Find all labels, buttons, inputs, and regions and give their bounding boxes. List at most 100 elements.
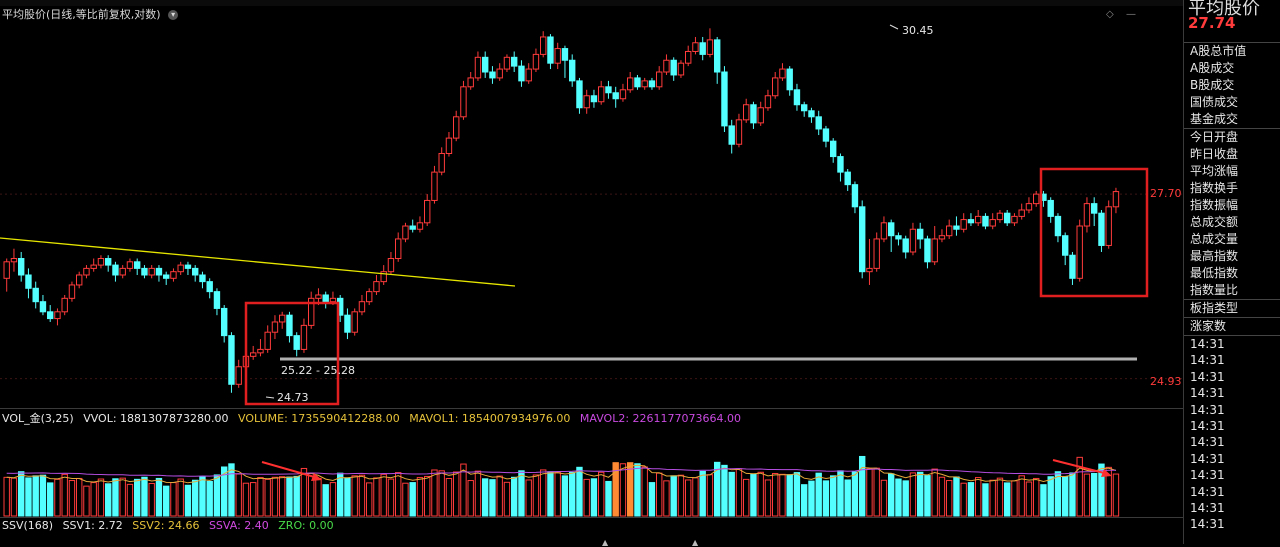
candle-body <box>271 321 279 333</box>
candle-body <box>569 59 576 82</box>
volume-bar <box>1062 475 1069 517</box>
ssv2-value: SSV2: 24.66 <box>132 519 200 532</box>
candle-body <box>1033 193 1040 205</box>
volume-bar <box>112 478 119 517</box>
candle-body <box>47 311 54 320</box>
volume-bar <box>1083 473 1091 517</box>
volume-bar <box>909 472 917 517</box>
volume-bar <box>917 471 924 517</box>
candle-body <box>1112 191 1120 208</box>
volume-bar <box>576 466 583 517</box>
panel-time-value: 14:31 <box>1190 386 1225 401</box>
candle-body <box>453 116 460 139</box>
mavol1-value: MAVOL1: 1854007934976.00 <box>409 412 571 425</box>
volume-bar <box>264 478 271 517</box>
low-marker-line <box>265 396 275 399</box>
candle-body <box>750 104 757 124</box>
candle-body <box>975 215 982 224</box>
volume-bar <box>47 482 54 517</box>
candle-body <box>387 258 395 273</box>
candle-body <box>424 199 431 224</box>
volume-bar <box>250 482 257 517</box>
candle-body <box>358 301 366 313</box>
volume-bar <box>728 471 735 517</box>
volume-bar <box>134 478 141 517</box>
volume-bar <box>931 468 938 517</box>
volume-bar <box>337 472 344 517</box>
volume-bar <box>583 478 590 517</box>
candle-body <box>10 258 18 263</box>
candle-body <box>677 62 685 76</box>
panel-time-value: 14:31 <box>1190 517 1225 532</box>
candle-body <box>373 281 380 293</box>
candle-body <box>714 39 721 73</box>
volume-bar <box>351 475 358 517</box>
price-axis-label-top: 27.70 <box>1150 187 1182 200</box>
candle-body <box>1011 215 1018 224</box>
ssv-indicator-name[interactable]: SSV(168) <box>2 519 54 532</box>
vol-indicator-name[interactable]: VOL_金(3,25) <box>2 412 74 425</box>
panel-time-value: 14:31 <box>1190 353 1225 368</box>
volume-bar <box>213 474 221 517</box>
highlight-box-right <box>1039 167 1149 298</box>
volume-bar <box>808 480 815 517</box>
candle-body <box>250 352 257 357</box>
candle-body <box>953 225 960 230</box>
volume-bar <box>373 477 380 517</box>
candle-body <box>170 271 177 279</box>
candle-body <box>808 110 815 118</box>
panel-field-label: 最高指数 <box>1190 249 1239 263</box>
volume-bar <box>126 483 134 517</box>
volume-bar <box>1112 473 1120 517</box>
diamond-icon[interactable]: ◇ <box>1106 9 1114 20</box>
arrow-annotation-left <box>261 461 322 481</box>
candle-body <box>199 274 206 283</box>
ssva-value: SSVA: 2.40 <box>208 519 269 532</box>
volume-bar <box>402 482 409 517</box>
minus-icon[interactable]: — <box>1126 9 1136 20</box>
chart-canvas[interactable]: 30.45 24.73 25.22 - 25.28 <box>0 0 1183 544</box>
candle-body <box>685 50 692 64</box>
panel-field-label: 昨日收盘 <box>1190 147 1239 161</box>
candle-body <box>764 95 772 109</box>
candle-body <box>996 212 1004 221</box>
volume-bar <box>474 470 482 517</box>
candle-body <box>619 89 627 100</box>
volume-bars <box>3 455 1120 517</box>
volume-bar <box>844 479 851 517</box>
candle-body <box>554 48 561 64</box>
panel-field-label: 涨家数 <box>1184 317 1280 335</box>
volume-bar <box>184 484 192 517</box>
volume-bar <box>1069 472 1076 517</box>
volume-bar <box>946 480 953 517</box>
volume-bar <box>786 474 793 517</box>
candle-body <box>648 80 656 88</box>
candle-body <box>1098 212 1105 246</box>
volume-bar <box>1076 456 1083 517</box>
candle-body <box>772 77 779 97</box>
volume-bar <box>489 479 496 517</box>
volume-bar <box>641 466 648 517</box>
volume-bar <box>982 483 989 517</box>
panel-field-label: 最低指数 <box>1190 266 1239 280</box>
volume-bar <box>511 476 518 517</box>
candle-body <box>844 171 851 186</box>
candle-body <box>924 238 931 263</box>
panel-price: 27.74 <box>1188 14 1236 32</box>
top-toolbar-strip <box>0 0 1183 6</box>
candle-body <box>815 116 822 130</box>
candle-body <box>3 261 10 279</box>
volume-bar <box>757 471 764 517</box>
panel-time-value: 14:31 <box>1190 369 1225 384</box>
candle-body <box>931 238 938 263</box>
ssv-legend: SSV(168) SSV1: 2.72 SSV2: 24.66 SSVA: 2.… <box>2 519 340 532</box>
candle-body <box>351 311 358 333</box>
candle-body <box>721 71 728 127</box>
candle-body <box>540 36 547 55</box>
volume-bar <box>801 484 808 517</box>
volume-bar <box>706 474 714 517</box>
volume-bar <box>772 472 779 517</box>
volume-bar <box>532 474 540 517</box>
volume-bar <box>1018 475 1025 517</box>
chevron-down-icon[interactable]: ▾ <box>168 10 179 20</box>
